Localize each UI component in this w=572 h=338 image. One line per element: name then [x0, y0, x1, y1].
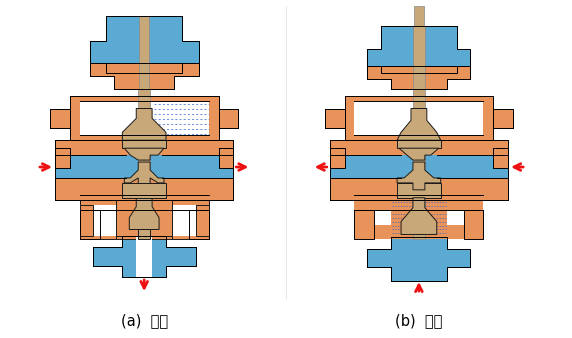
Polygon shape: [397, 140, 440, 148]
Text: (b)  合流: (b) 合流: [395, 313, 443, 328]
Polygon shape: [129, 198, 159, 230]
Polygon shape: [219, 108, 239, 128]
Polygon shape: [80, 210, 100, 239]
Polygon shape: [329, 140, 508, 200]
Polygon shape: [397, 183, 440, 198]
Polygon shape: [57, 153, 80, 180]
Polygon shape: [399, 148, 439, 160]
Polygon shape: [124, 162, 164, 185]
Polygon shape: [209, 155, 233, 178]
Polygon shape: [374, 224, 391, 239]
Polygon shape: [367, 237, 471, 281]
Polygon shape: [138, 89, 150, 200]
Polygon shape: [391, 210, 447, 239]
Polygon shape: [80, 205, 93, 237]
Polygon shape: [117, 210, 172, 239]
Polygon shape: [397, 108, 440, 140]
Polygon shape: [80, 101, 209, 135]
Polygon shape: [136, 237, 152, 277]
Polygon shape: [55, 155, 233, 178]
Polygon shape: [80, 205, 124, 237]
Polygon shape: [164, 205, 209, 237]
Polygon shape: [414, 6, 424, 26]
Polygon shape: [493, 108, 513, 128]
Polygon shape: [413, 26, 425, 89]
Polygon shape: [55, 155, 80, 178]
Polygon shape: [196, 205, 209, 237]
Polygon shape: [70, 96, 219, 140]
Polygon shape: [344, 96, 493, 140]
Polygon shape: [138, 230, 150, 239]
Polygon shape: [325, 108, 344, 128]
Polygon shape: [329, 140, 508, 155]
Polygon shape: [55, 140, 233, 200]
Polygon shape: [367, 26, 471, 73]
Polygon shape: [55, 140, 233, 200]
Polygon shape: [172, 224, 189, 239]
Polygon shape: [80, 195, 209, 210]
Polygon shape: [50, 108, 70, 128]
Polygon shape: [355, 101, 483, 135]
Polygon shape: [122, 140, 166, 148]
Polygon shape: [329, 178, 508, 200]
Polygon shape: [401, 198, 437, 235]
Polygon shape: [122, 183, 166, 198]
Polygon shape: [209, 153, 232, 180]
Polygon shape: [117, 200, 172, 237]
Text: (a)  分流: (a) 分流: [121, 313, 168, 328]
Polygon shape: [100, 224, 117, 239]
Polygon shape: [124, 148, 164, 160]
Polygon shape: [493, 148, 508, 168]
Polygon shape: [139, 16, 149, 89]
Polygon shape: [189, 210, 209, 239]
Polygon shape: [332, 154, 355, 179]
Polygon shape: [55, 140, 233, 155]
Polygon shape: [80, 198, 209, 237]
Polygon shape: [355, 210, 374, 239]
Polygon shape: [90, 16, 198, 73]
Polygon shape: [219, 148, 233, 168]
Polygon shape: [355, 195, 483, 210]
Polygon shape: [90, 63, 198, 89]
Polygon shape: [55, 148, 70, 168]
Polygon shape: [483, 155, 508, 178]
Polygon shape: [55, 178, 233, 200]
Polygon shape: [413, 89, 425, 239]
Polygon shape: [329, 155, 508, 178]
Polygon shape: [483, 154, 506, 179]
Polygon shape: [463, 210, 483, 239]
Polygon shape: [329, 148, 344, 168]
Polygon shape: [122, 108, 166, 140]
Polygon shape: [329, 155, 355, 178]
Polygon shape: [367, 66, 471, 89]
Polygon shape: [447, 224, 463, 239]
Polygon shape: [397, 162, 440, 190]
Polygon shape: [93, 237, 196, 277]
